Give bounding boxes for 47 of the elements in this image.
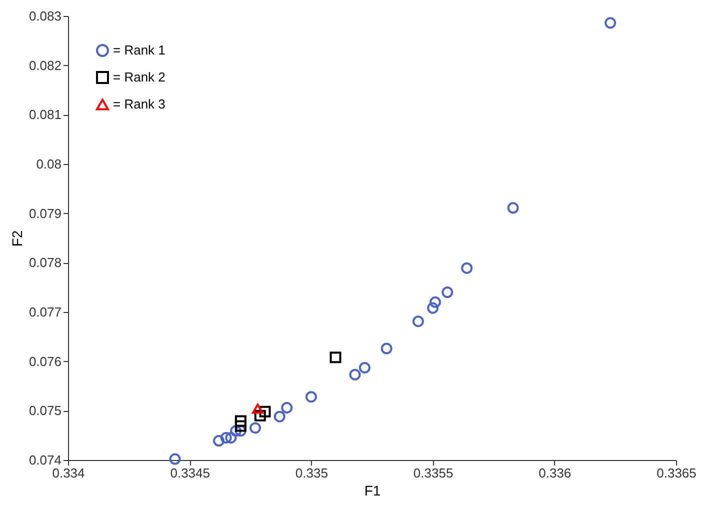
legend-label: = Rank 2: [113, 70, 166, 84]
point: [230, 425, 242, 437]
x-tick-label: 0.336: [538, 466, 572, 480]
y-tick-label: 0.082: [28, 58, 62, 73]
point: [461, 262, 473, 274]
legend-label: = Rank 3: [113, 96, 166, 112]
point: [274, 410, 286, 422]
point: [305, 391, 317, 403]
x-tick-label: 0.3355: [413, 466, 454, 480]
y-tick-label: 0.075: [28, 403, 62, 418]
y-axis-title: F2: [8, 230, 25, 247]
y-tick-label: 0.078: [28, 255, 62, 270]
point: [427, 302, 439, 314]
point: [254, 410, 266, 422]
y-tick-label: 0.08: [36, 156, 62, 172]
point: [225, 432, 237, 444]
x-tick-label: 0.3345: [170, 466, 210, 480]
point: [234, 425, 246, 437]
point: [380, 342, 392, 354]
point: [330, 352, 342, 364]
point: [604, 17, 616, 29]
point: [213, 435, 225, 446]
point: [412, 316, 424, 328]
x-tick-label: 0.335: [295, 466, 328, 480]
legend-label: = Rank 1: [113, 42, 166, 58]
point: [358, 362, 370, 374]
point: [259, 406, 271, 418]
point: [234, 420, 246, 432]
point: [442, 286, 454, 298]
y-tick-label: 0.079: [28, 206, 62, 221]
y-tick-label: 0.074: [28, 452, 62, 468]
point: [220, 432, 232, 444]
x-tick-label: 0.334: [52, 466, 85, 480]
point: [507, 202, 519, 214]
point: [234, 415, 246, 427]
y-tick-label: 0.083: [28, 8, 62, 24]
point: [252, 404, 264, 414]
point: [169, 453, 181, 465]
point: [349, 368, 361, 380]
x-tick-label: 0.3365: [656, 466, 696, 480]
point: [281, 402, 293, 414]
x-axis-title: F1: [364, 482, 381, 498]
y-tick-label: 0.076: [28, 354, 62, 369]
y-tick-label: 0.077: [28, 304, 62, 320]
point: [250, 422, 262, 434]
y-tick-label: 0.081: [28, 107, 62, 122]
point: [429, 296, 441, 308]
